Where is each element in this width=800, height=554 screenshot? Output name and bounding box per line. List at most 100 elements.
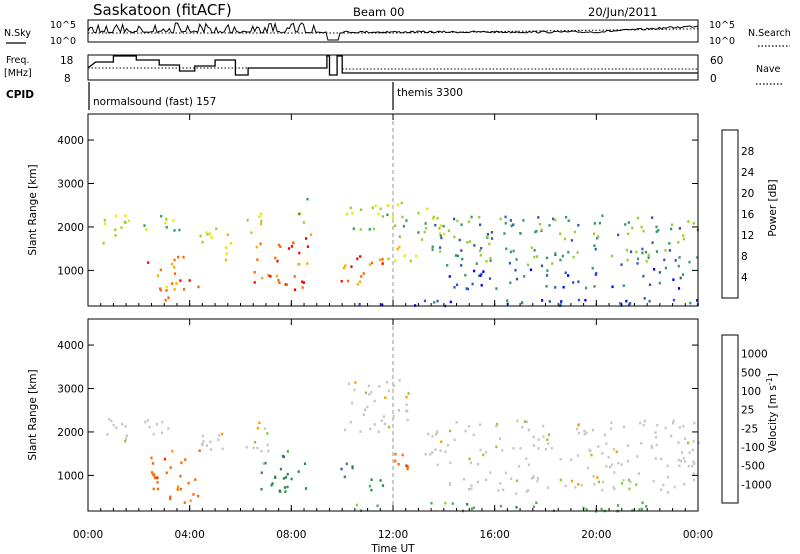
power-cell [610,254,613,258]
power-cell [692,222,695,225]
velocity-cell [256,446,259,450]
power-cell [173,229,176,232]
velocity-cell [156,476,159,479]
velocity-cell [348,382,351,386]
velocity-cell [610,421,613,425]
power-cell [470,215,473,219]
nsearch-tick-bottom: 10^0 [709,36,735,47]
power-cell [624,223,627,226]
velocity-cell [612,448,615,451]
power-cell [664,266,667,270]
power-cell [356,282,359,286]
velocity-colorbar-tick: -25 [741,423,758,435]
velocity-cell [363,408,367,412]
nsearch-trace [88,28,698,34]
power-cell [370,261,374,265]
power-cell [560,300,563,303]
power-cell [292,241,295,245]
power-cell [647,256,650,259]
velocity-cell [382,415,385,418]
power-cell [386,213,389,217]
velocity-cell [645,505,648,508]
power-cell [302,281,305,284]
velocity-cell [576,454,579,457]
velocity-cell [124,425,127,428]
power-cell [253,281,256,284]
velocity-cell [580,483,583,487]
power-colorbar-tick: 8 [741,251,748,263]
power-cell [188,279,191,282]
power-cell [672,278,675,281]
velocity-cell [405,403,408,407]
velocity-ytick-label: 4000 [57,340,84,352]
velocity-cell [378,385,381,388]
velocity-cell [468,457,471,461]
power-cell [681,273,685,276]
power-cell [504,221,507,225]
power-cell [439,224,442,227]
power-cell [423,299,427,303]
power-cell [651,241,654,244]
freq-label: Freq. [6,55,29,66]
velocity-cell [156,487,160,491]
power-cell [594,247,597,251]
power-cell [688,260,691,264]
velocity-cell [155,422,158,426]
velocity-colorbar-tick: 1000 [741,349,768,361]
power-cell [431,245,434,249]
power-cell [409,259,412,263]
velocity-cell [687,441,690,445]
power-cell [182,288,186,291]
power-cell [537,216,540,219]
velocity-cell [601,488,604,492]
power-cell [171,262,174,266]
power-cell [456,283,459,287]
power-cell [173,272,177,275]
power-cell [356,257,359,261]
velocity-cell [477,463,480,466]
power-colorbar-label: Power [dB] [767,179,779,236]
power-cell [460,264,463,267]
velocity-cell [640,507,643,511]
power-cell [177,255,180,259]
velocity-cell [169,495,172,499]
velocity-cell [499,504,502,508]
power-cell [509,281,512,285]
velocity-cell [515,506,518,509]
power-cell [124,214,127,217]
velocity-cell [163,457,167,461]
velocity-cell [530,477,533,480]
velocity-cell [692,472,695,475]
velocity-cell [515,492,518,496]
cpid-program-0: normalsound (fast) 157 [93,96,216,108]
power-cell [438,227,441,230]
velocity-cell [256,426,259,430]
velocity-cell [286,485,289,489]
velocity-cell [637,472,640,475]
velocity-cell [184,458,187,461]
power-cell [641,247,644,251]
power-cell [591,266,594,270]
power-cell [653,268,656,271]
power-cell [420,238,424,241]
velocity-cell [179,474,182,478]
power-cell [255,245,258,249]
power-cell [567,219,570,222]
velocity-cell [115,426,118,430]
velocity-cell [479,423,482,427]
power-cell [306,197,309,201]
power-cell [678,227,681,230]
velocity-cell [267,449,270,453]
power-cell [625,299,628,303]
power-cell [426,207,429,211]
velocity-cell [666,464,669,468]
power-cell [398,245,401,249]
power-ytick-label: 3000 [57,179,84,191]
velocity-cell [198,449,201,452]
velocity-cell [286,472,289,476]
velocity-cell [597,445,600,448]
power-cell [486,233,489,236]
velocity-cell [194,478,197,481]
power-cell [509,219,512,222]
power-cell [156,274,160,277]
